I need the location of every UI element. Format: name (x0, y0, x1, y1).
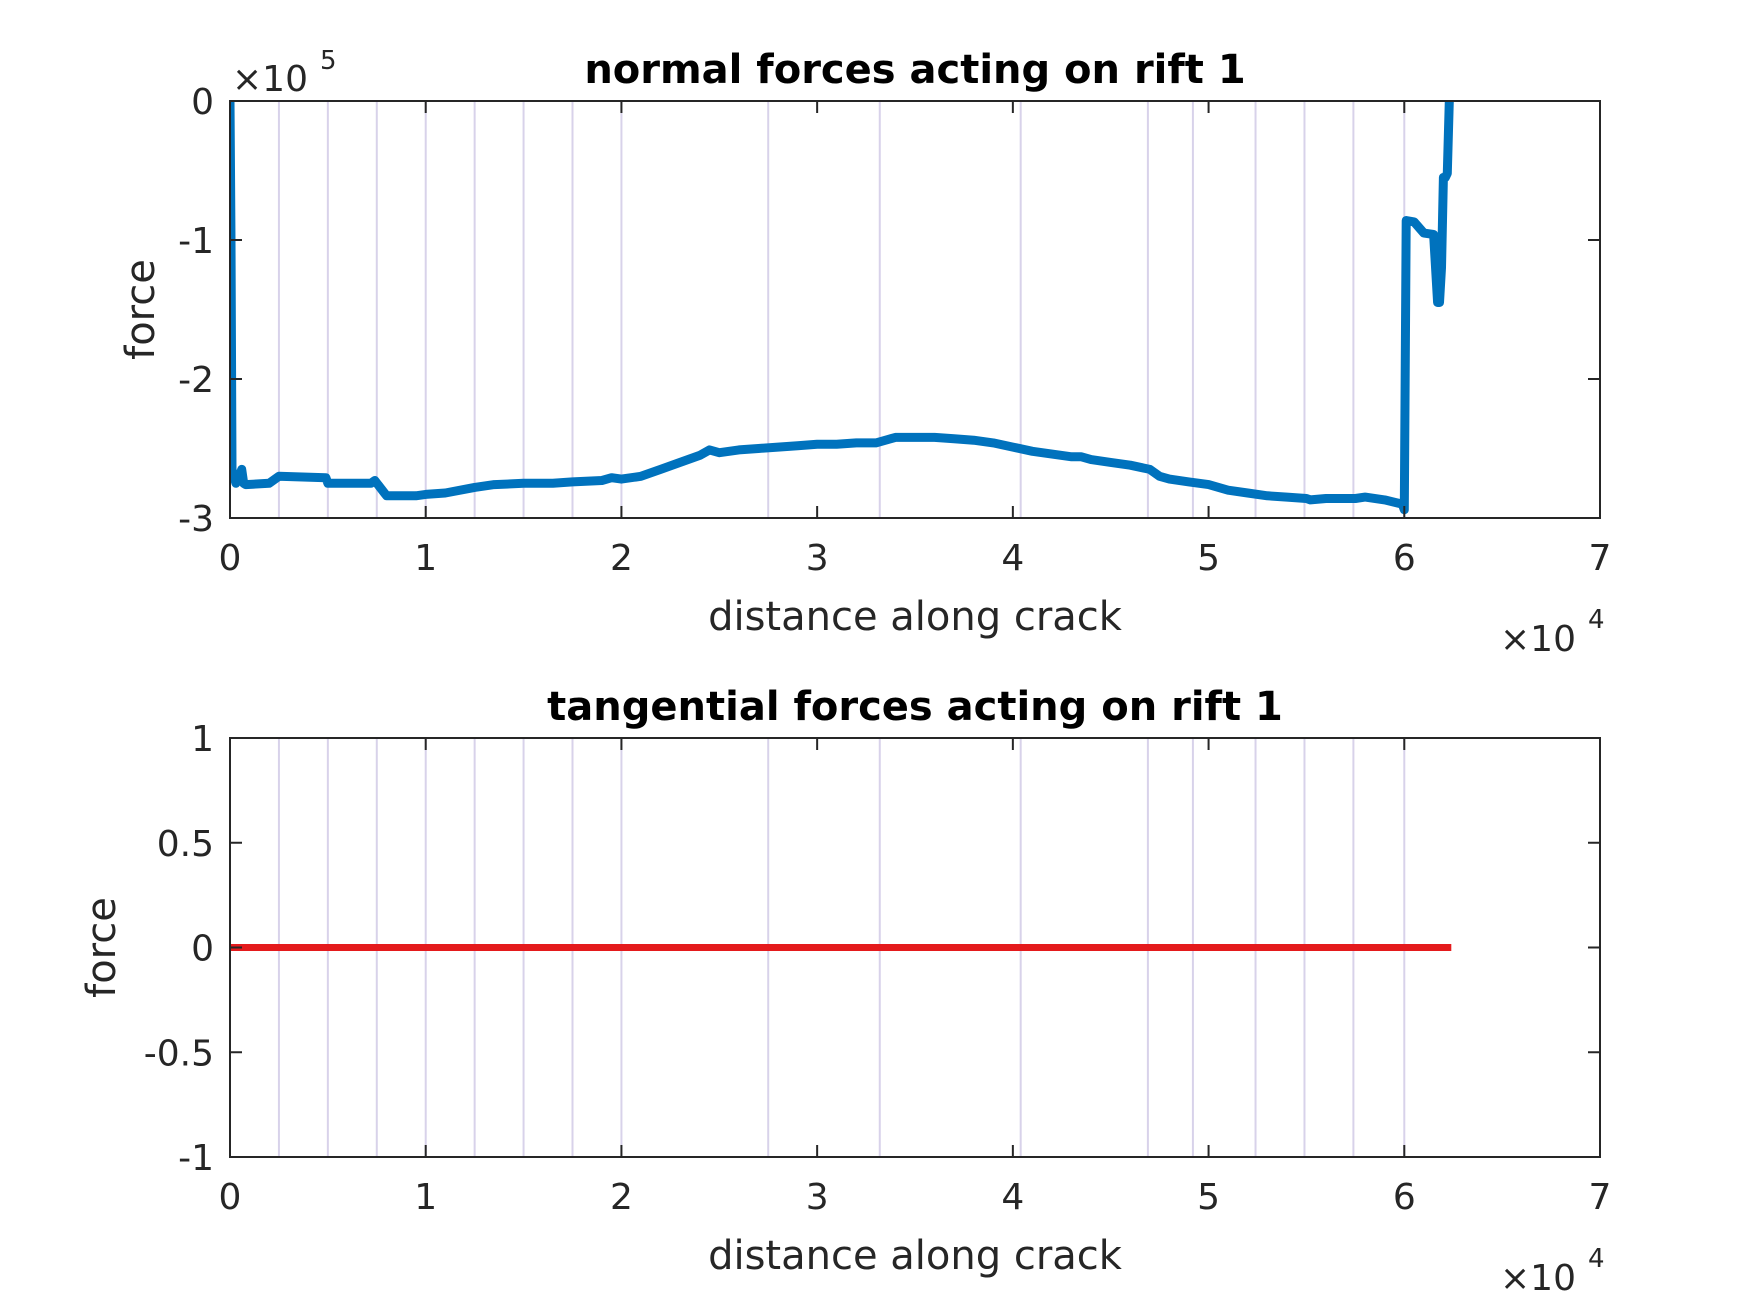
top-y-tick-label-1: -2 (178, 360, 214, 401)
top-x-tick-label-5: 5 (1197, 538, 1220, 579)
bottom-x-tick-label-6: 6 (1393, 1177, 1416, 1218)
bottom-x-tick-label-7: 7 (1589, 1177, 1612, 1218)
top-x-tick-label-0: 0 (219, 538, 242, 579)
bottom-x-multiplier-exponent: 4 (1588, 1244, 1605, 1274)
bottom-y-tick-label-1: -0.5 (144, 1033, 214, 1074)
top-x-tick-label-1: 1 (414, 538, 437, 579)
top-y-axis-label: force (118, 259, 164, 360)
top-x-multiplier: ×10 (1500, 619, 1576, 660)
bottom-x-tick-label-1: 1 (414, 1177, 437, 1218)
bottom-y-tick-label-4: 1 (191, 719, 214, 760)
top-x-tick-label-4: 4 (1001, 538, 1024, 579)
top-y-tick-label-0: -3 (178, 499, 214, 540)
top-chart: 0 1 2 3 4 5 6 7 -3 -2 -1 0 normal forces acting on r… (118, 46, 1611, 660)
bottom-chart-title: tangential forces acting on rift 1 (547, 684, 1283, 730)
top-x-tick-label-7: 7 (1589, 538, 1612, 579)
top-chart-title: normal forces acting on rift 1 (584, 47, 1245, 93)
bottom-x-tick-label-2: 2 (610, 1177, 633, 1218)
top-series-line-0 (230, 100, 1454, 515)
top-x-multiplier-exponent: 4 (1588, 605, 1605, 635)
bottom-x-tick-label-3: 3 (806, 1177, 829, 1218)
top-x-tick-label-3: 3 (806, 538, 829, 579)
bottom-chart: 0 1 2 3 4 5 6 7 -1 -0.5 0 0.5 1 tangential forces act… (79, 684, 1611, 1299)
bottom-y-tick-label-3: 0.5 (157, 824, 214, 865)
bottom-x-axis-label: distance along crack (708, 1233, 1123, 1279)
top-plot-area (230, 101, 1600, 518)
bottom-y-tick-label-2: 0 (191, 929, 214, 970)
bottom-y-axis-label: force (79, 897, 125, 998)
top-y-tick-label-2: -1 (178, 221, 214, 262)
bottom-y-tick-label-0: -1 (178, 1138, 214, 1179)
bottom-x-tick-label-4: 4 (1001, 1177, 1024, 1218)
top-x-tick-label-6: 6 (1393, 538, 1416, 579)
top-x-axis-label: distance along crack (708, 594, 1123, 640)
bottom-x-tick-label-5: 5 (1197, 1177, 1220, 1218)
top-y-multiplier-exponent: 5 (320, 46, 337, 76)
bottom-x-tick-label-0: 0 (219, 1177, 242, 1218)
top-y-multiplier: ×10 (232, 59, 308, 100)
bottom-x-multiplier: ×10 (1500, 1258, 1576, 1299)
top-y-tick-label-3: 0 (191, 82, 214, 123)
top-x-tick-label-2: 2 (610, 538, 633, 579)
top-axes-box (229, 100, 1601, 519)
